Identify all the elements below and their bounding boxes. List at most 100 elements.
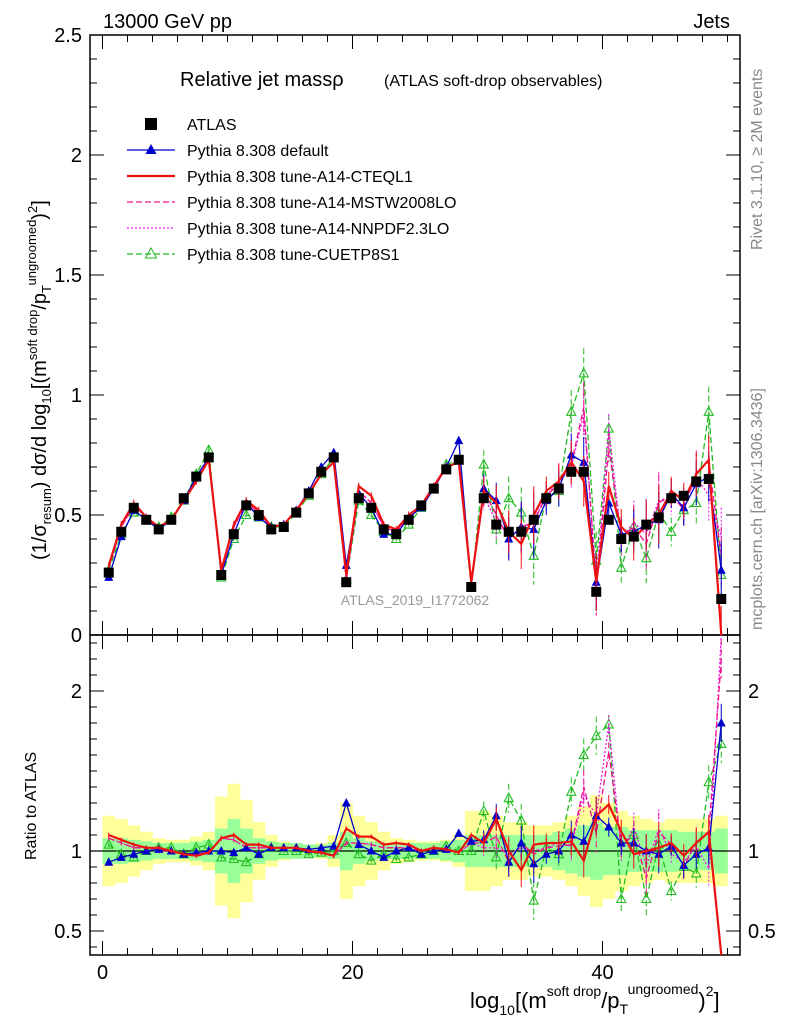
point-default <box>416 849 426 858</box>
chart-subtitle: (ATLAS soft-drop observables) <box>384 73 602 90</box>
ratio-y-tick-label-right: 1 <box>748 841 759 863</box>
series-line-cuetp <box>108 373 722 588</box>
header-left: 13000 GeV pp <box>103 11 232 33</box>
main-y-tick-label: 1 <box>71 385 82 407</box>
point-default <box>104 857 114 866</box>
point-cuetp <box>240 508 252 520</box>
point-cuetp <box>403 851 415 862</box>
atlas-point <box>591 586 602 597</box>
point-cuetp <box>340 836 352 848</box>
series-line-cteql1 <box>107 456 723 636</box>
point-default <box>541 849 551 858</box>
point-default <box>229 847 239 857</box>
atlas-point <box>566 466 577 477</box>
point-default <box>404 842 414 852</box>
x-tick-label: 40 <box>591 962 613 984</box>
atlas-point <box>453 454 464 465</box>
series-line-default <box>108 438 722 585</box>
point-cuetp <box>528 549 540 560</box>
point-cuetp <box>478 804 490 816</box>
legend: ATLAS Pythia 8.308 default Pythia 8.308 tu… <box>127 117 456 264</box>
atlas-point <box>691 476 702 487</box>
atlas-point <box>516 526 527 537</box>
ratio-y-tick-label: 2 <box>71 681 82 703</box>
atlas-point <box>466 582 477 592</box>
main-y-axis-label: (1/σresum) dσ/d log10[(msoft drop/pTungr… <box>24 200 54 560</box>
ratio-y-axis-label: Ratio to ATLAS <box>23 752 40 860</box>
point-cuetp <box>690 496 702 508</box>
point-cuetp <box>665 884 677 896</box>
point-default <box>391 846 401 855</box>
atlas-point <box>291 507 302 518</box>
point-cuetp <box>390 852 402 864</box>
ratio-y-tick-label: 0.5 <box>54 921 82 943</box>
atlas-point <box>153 524 164 535</box>
point-cuetp <box>490 851 502 862</box>
atlas-point <box>228 529 239 540</box>
series-line-mstw <box>108 658 722 881</box>
ratio-series-group <box>103 634 727 956</box>
point-default <box>191 847 201 857</box>
point-cuetp <box>615 892 627 904</box>
atlas-point <box>166 514 177 525</box>
point-default <box>516 838 526 847</box>
legend-marker-default <box>145 144 157 154</box>
series-line-nnpdf <box>108 414 722 585</box>
ratio-y-tick-label: 1 <box>71 841 82 863</box>
point-cuetp <box>640 552 652 563</box>
atlas-point <box>391 529 402 540</box>
point-cuetp <box>503 792 515 803</box>
point-default <box>354 839 364 849</box>
atlas-point <box>553 483 564 494</box>
legend-label-nnpdf: Pythia 8.308 tune-A14-NNPDF2.3LO <box>187 221 449 238</box>
atlas-point <box>716 594 727 604</box>
point-default <box>716 565 726 574</box>
point-default <box>379 852 389 861</box>
main-y-tick-label: 2 <box>71 145 82 167</box>
series-line-cuetp <box>108 723 722 901</box>
atlas-point <box>441 464 452 475</box>
atlas-point <box>253 510 264 520</box>
point-cuetp <box>565 785 577 796</box>
atlas-point <box>641 519 652 530</box>
legend-label-mstw: Pythia 8.308 tune-A14-MSTW2008LO <box>187 195 456 212</box>
point-cuetp <box>515 814 527 825</box>
point-default <box>216 846 226 855</box>
point-cuetp <box>365 854 377 865</box>
main-y-tick-label: 1.5 <box>54 265 82 287</box>
legend-label-atlas: ATLAS <box>187 117 237 134</box>
atlas-point <box>278 522 289 532</box>
atlas-point <box>653 512 664 523</box>
point-cuetp <box>353 848 365 859</box>
atlas-point <box>378 524 389 535</box>
atlas-point <box>303 488 314 499</box>
point-cuetp <box>703 776 715 787</box>
atlas-point <box>116 526 127 537</box>
point-default <box>329 841 339 850</box>
main-y-tick-label: 0 <box>71 625 82 647</box>
point-cuetp <box>578 367 590 378</box>
atlas-point <box>603 514 614 525</box>
atlas-point <box>141 514 152 525</box>
x-tick-label: 20 <box>341 962 363 984</box>
point-default <box>716 718 726 727</box>
point-cuetp <box>103 838 115 849</box>
atlas-point <box>316 466 327 477</box>
point-cuetp <box>703 405 715 416</box>
legend-marker-cuetp <box>144 246 158 259</box>
point-default <box>366 846 376 855</box>
atlas-point <box>191 471 202 482</box>
atlas-point <box>478 493 489 504</box>
point-cuetp <box>615 561 627 572</box>
atlas-point <box>366 502 377 513</box>
point-cuetp <box>665 525 677 536</box>
svg-text:(1/σresum) dσ/d log10[(msoft d: (1/σresum) dσ/d log10[(msoft drop/pTungr… <box>24 200 54 560</box>
point-default <box>254 849 264 858</box>
point-default <box>579 836 589 845</box>
atlas-point <box>416 500 427 511</box>
series-line-mstw <box>108 406 722 588</box>
point-default <box>466 836 476 845</box>
point-cuetp <box>365 508 377 520</box>
atlas-point <box>403 514 414 525</box>
